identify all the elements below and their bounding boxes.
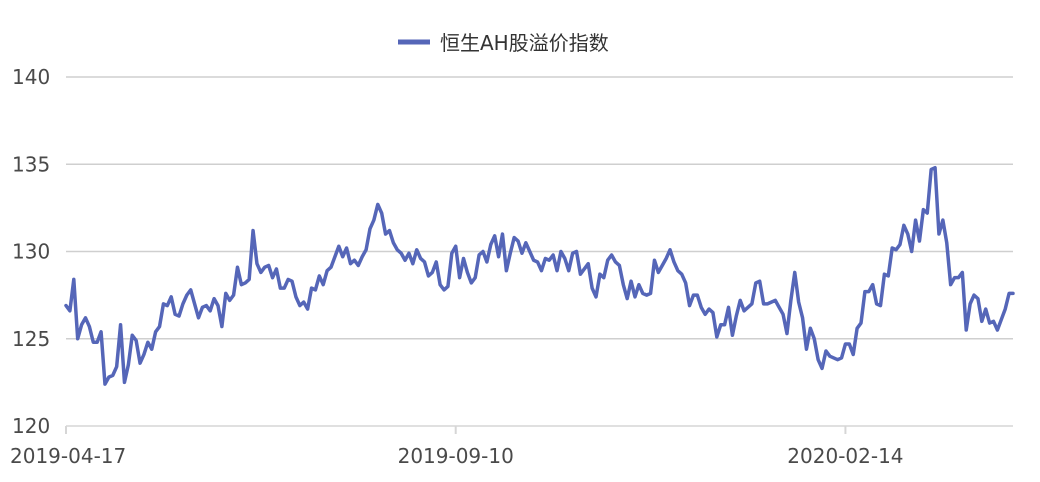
y-tick-label-120: 120 (12, 414, 50, 438)
x-tick-label-2020-02-14: 2020-02-14 (787, 444, 903, 468)
x-tick-label-2019-04-17: 2019-04-17 (10, 444, 126, 468)
y-axis-tick-labels: 120 125 130 135 140 (12, 65, 50, 438)
legend-label: 恒生AH股溢价指数 (440, 31, 609, 55)
y-tick-label-130: 130 (12, 240, 50, 264)
x-axis-tick-labels: 2019-04-17 2019-09-10 2020-02-14 (10, 444, 904, 468)
legend[interactable]: 恒生AH股溢价指数 (398, 31, 609, 55)
y-tick-label-135: 135 (12, 152, 50, 176)
series-layer (64, 165, 1015, 386)
y-tick-label-125: 125 (12, 327, 50, 351)
y-tick-label-140: 140 (12, 65, 50, 89)
grid-lines (66, 76, 1013, 340)
series-line-0[interactable] (64, 165, 1015, 386)
x-axis (65, 425, 1013, 434)
x-tick-label-2019-09-10: 2019-09-10 (398, 444, 514, 468)
